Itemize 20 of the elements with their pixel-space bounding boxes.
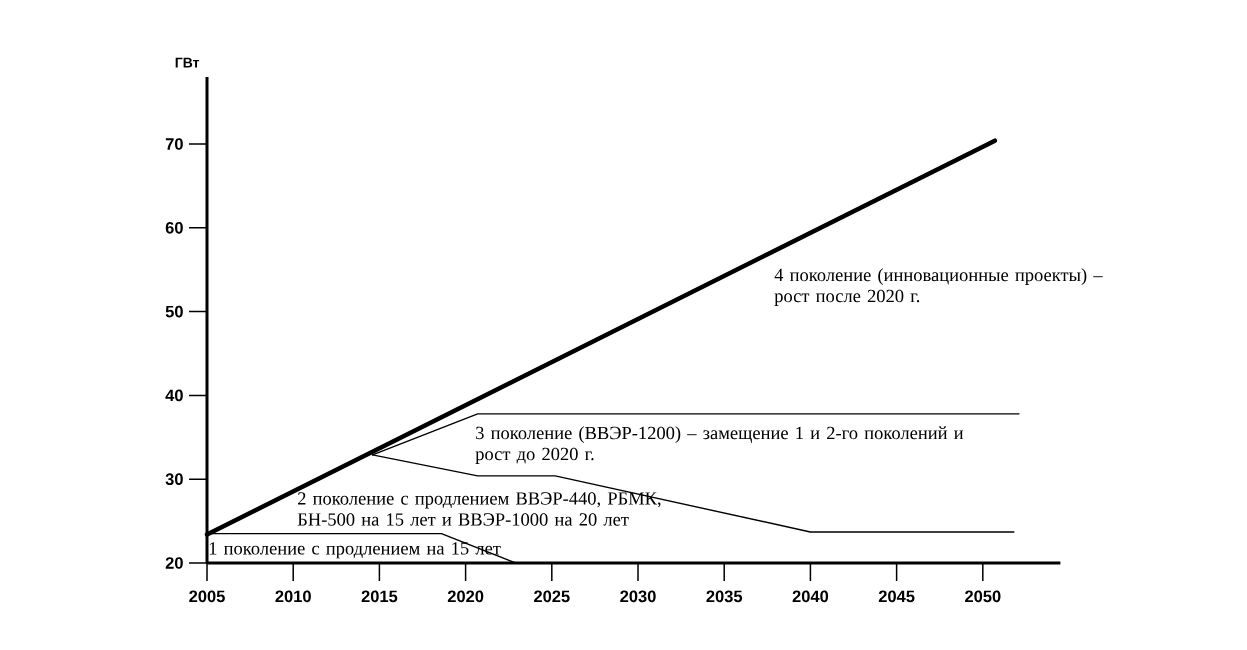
x-tick-label: 2040 <box>792 590 829 603</box>
annotation: 2 поколение с продлением ВВЭР-440, РБМК, БН-500 на 15 лет и ВВЭР-1000 на 20 лет <box>297 492 661 526</box>
x-tick-label: 2015 <box>361 590 398 603</box>
y-tick-label: 40 <box>165 389 183 402</box>
x-tick-label: 2050 <box>965 590 1001 603</box>
x-tick-label: 2045 <box>878 590 915 603</box>
annotation: 3 поколение (ВВЭР-1200) – замещение 1 и 2-го поколений и рост до 2020 г. <box>475 426 964 464</box>
y-tick-label: 20 <box>165 557 183 569</box>
y-tick-label: 30 <box>165 473 183 486</box>
x-tick-label: 2005 <box>189 590 225 603</box>
y-tick-label: 70 <box>165 138 183 150</box>
x-tick-label: 2035 <box>706 590 743 603</box>
x-tick-label: 2030 <box>620 590 656 603</box>
y-tick-label: 50 <box>165 305 183 318</box>
y-tick-label: 60 <box>165 221 183 234</box>
y-axis-title: ГВт <box>175 57 200 68</box>
x-tick-label: 2010 <box>275 590 311 603</box>
x-tick-label: 2020 <box>447 590 484 603</box>
x-tick-label: 2025 <box>534 590 570 603</box>
annotation: 4 поколение (инновационные проекты) – рост после 2020 г. <box>774 268 1103 306</box>
